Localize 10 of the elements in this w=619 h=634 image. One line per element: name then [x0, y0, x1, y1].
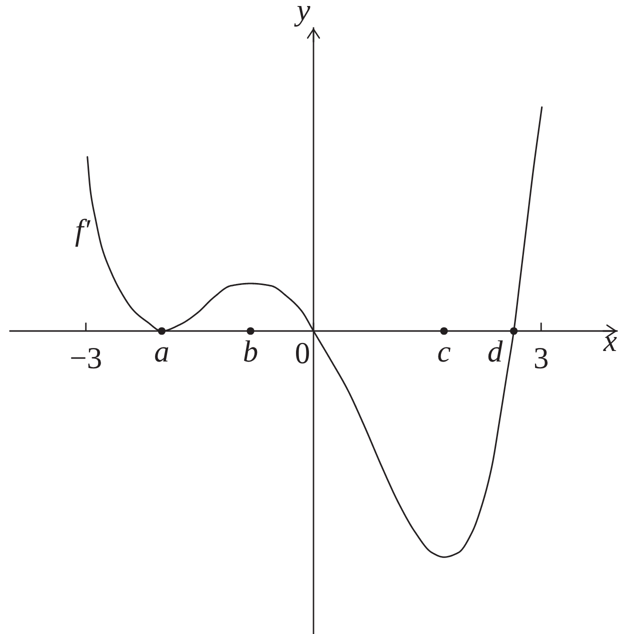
x-tick-label: −3	[71, 348, 101, 368]
x-axis-title: x	[603, 336, 617, 351]
annotation: a	[155, 347, 168, 362]
y-axis-title: y	[294, 6, 310, 27]
x-tick-label: 0	[296, 342, 309, 364]
annotation: b	[244, 340, 258, 362]
annotation: c	[438, 347, 450, 362]
series-label: f′	[75, 218, 91, 247]
annotation: d	[488, 340, 503, 362]
x-tick-label: 3	[534, 348, 548, 368]
